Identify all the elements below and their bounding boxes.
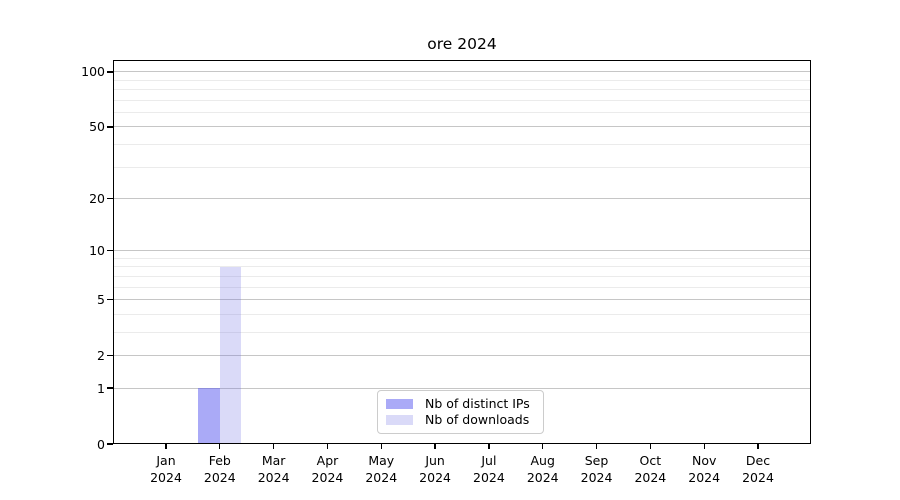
gridline-minor bbox=[113, 266, 811, 268]
bar-distinct-ips bbox=[198, 388, 220, 444]
gridline-major bbox=[113, 354, 811, 356]
y-tick-label: 5 bbox=[97, 292, 105, 308]
x-tick-mark bbox=[165, 444, 167, 449]
x-tick-label: Jan 2024 bbox=[150, 453, 182, 485]
gridline-minor bbox=[113, 144, 811, 146]
gridline-minor bbox=[113, 286, 811, 288]
y-tick-label: 10 bbox=[89, 243, 105, 259]
gridline-major bbox=[113, 71, 811, 73]
y-tick-label: 100 bbox=[81, 64, 105, 80]
legend-label-distinct-ips: Nb of distinct IPs bbox=[425, 396, 530, 411]
x-tick-label: Dec 2024 bbox=[742, 453, 774, 485]
gridline-minor bbox=[113, 112, 811, 114]
gridline-minor bbox=[113, 313, 811, 315]
gridline-minor bbox=[113, 331, 811, 333]
gridline-major bbox=[113, 387, 811, 389]
legend-swatch-distinct-ips bbox=[386, 398, 413, 410]
x-tick-label: Sep 2024 bbox=[580, 453, 613, 485]
legend-swatch-downloads bbox=[386, 414, 413, 426]
x-tick-mark bbox=[542, 444, 544, 449]
y-tick-label: 0 bbox=[97, 436, 105, 452]
bar-downloads bbox=[219, 266, 242, 444]
y-tick-mark bbox=[107, 443, 113, 445]
x-tick-mark bbox=[326, 444, 329, 449]
gridline-minor bbox=[113, 166, 811, 168]
x-tick-mark bbox=[380, 444, 382, 449]
y-tick-mark bbox=[107, 197, 113, 200]
x-tick-label: Nov 2024 bbox=[688, 453, 721, 485]
legend: Nb of distinct IPs Nb of downloads bbox=[377, 390, 544, 434]
x-tick-label: Jun 2024 bbox=[419, 453, 451, 485]
y-tick-mark bbox=[107, 71, 113, 73]
x-tick-mark bbox=[272, 444, 275, 449]
y-tick-mark bbox=[107, 354, 113, 357]
y-tick-mark bbox=[107, 249, 113, 252]
gridline-minor bbox=[113, 257, 811, 259]
x-tick-mark bbox=[595, 444, 598, 449]
y-tick-mark bbox=[107, 387, 113, 389]
x-tick-mark bbox=[649, 444, 651, 449]
y-tick-label: 50 bbox=[89, 119, 105, 135]
x-tick-label: Apr 2024 bbox=[311, 453, 344, 485]
legend-entry-distinct-ips: Nb of distinct IPs bbox=[386, 397, 535, 412]
gridline-major bbox=[113, 299, 811, 301]
x-tick-mark bbox=[488, 444, 490, 449]
x-tick-label: Aug 2024 bbox=[526, 453, 559, 485]
x-tick-label: Jul 2024 bbox=[473, 453, 505, 485]
y-tick-label: 1 bbox=[97, 380, 105, 396]
gridline-major bbox=[113, 198, 811, 199]
gridline-minor bbox=[113, 99, 811, 101]
legend-label-downloads: Nb of downloads bbox=[425, 412, 530, 427]
gridline-major bbox=[113, 250, 811, 252]
chart-title: ore 2024 bbox=[427, 35, 497, 53]
legend-entry-downloads: Nb of downloads bbox=[386, 413, 535, 428]
y-tick-mark bbox=[107, 126, 113, 128]
y-tick-label: 2 bbox=[97, 347, 105, 363]
x-tick-label: May 2024 bbox=[365, 453, 398, 485]
plot-area bbox=[113, 60, 811, 444]
gridline-minor bbox=[113, 89, 811, 91]
x-tick-mark bbox=[703, 444, 705, 449]
x-tick-mark bbox=[434, 444, 436, 449]
y-tick-mark bbox=[107, 298, 113, 301]
x-tick-label: Feb 2024 bbox=[203, 453, 236, 485]
gridline-major bbox=[113, 126, 811, 128]
x-tick-mark bbox=[757, 444, 759, 449]
x-tick-label: Oct 2024 bbox=[634, 453, 667, 485]
x-tick-label: Mar 2024 bbox=[257, 453, 290, 485]
x-tick-mark bbox=[219, 444, 221, 449]
gridline-minor bbox=[113, 275, 811, 277]
gridline-minor bbox=[113, 79, 811, 81]
y-tick-label: 20 bbox=[89, 191, 105, 206]
